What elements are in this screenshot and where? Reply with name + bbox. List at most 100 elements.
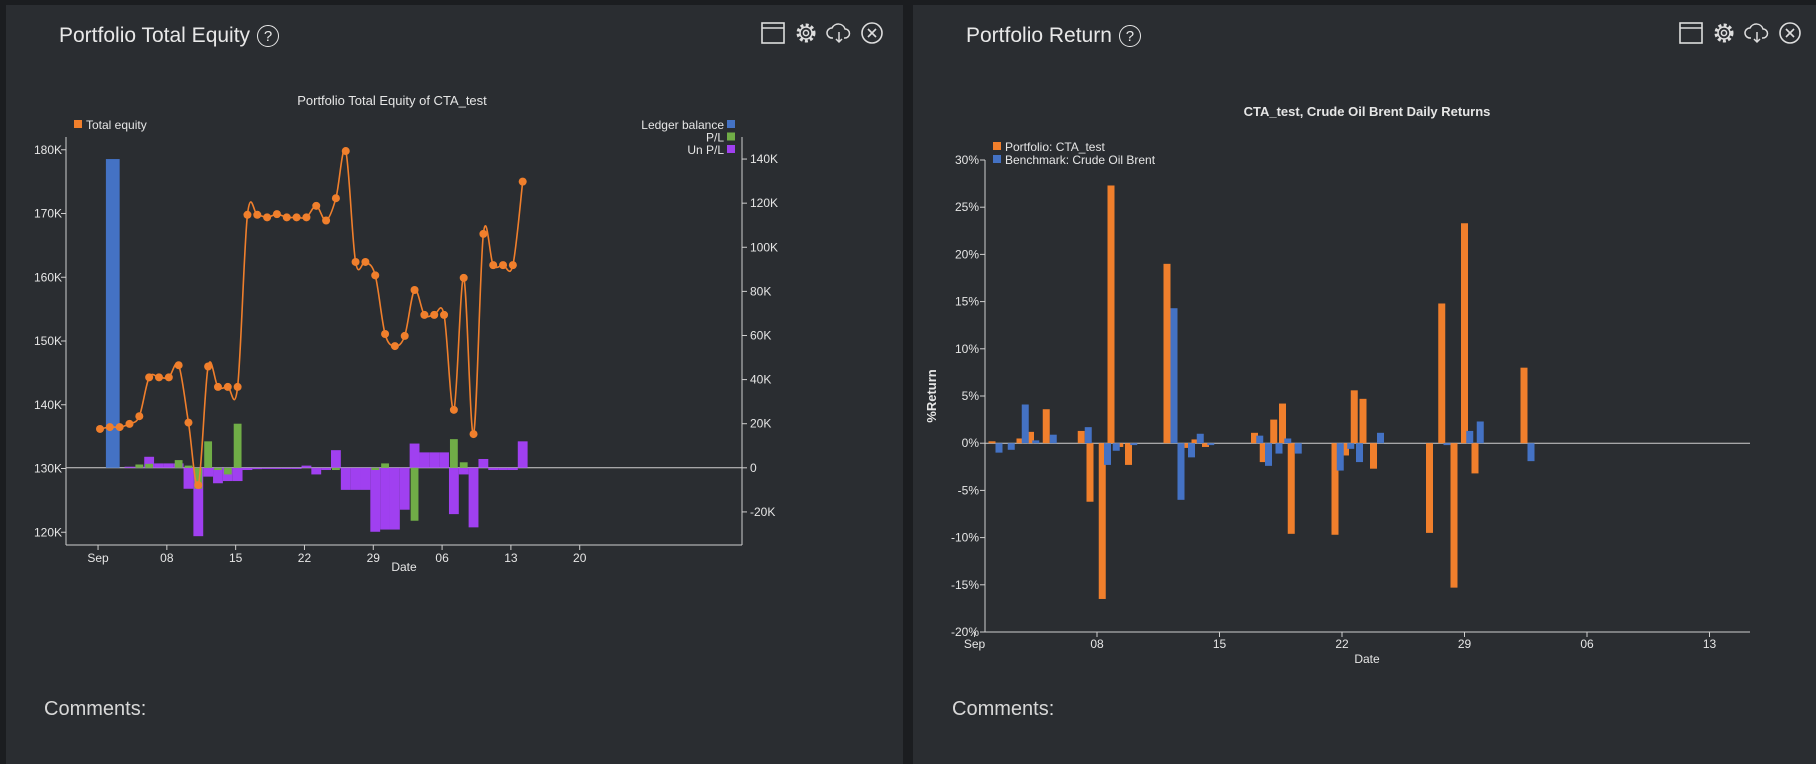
total-equity-point xyxy=(125,420,133,428)
un-pl-bar xyxy=(518,441,528,467)
un-pl-bar xyxy=(243,468,253,470)
total-equity-point xyxy=(430,311,438,319)
x-tick-label: 06 xyxy=(435,551,449,565)
comments-label: Comments: xyxy=(952,698,1054,721)
right-tick-label: 0 xyxy=(750,461,757,475)
portfolio-bar xyxy=(1472,443,1479,473)
total-equity-point xyxy=(371,271,379,279)
x-tick-label: 29 xyxy=(1458,637,1472,651)
benchmark-bar xyxy=(1113,443,1120,451)
portfolio-bar xyxy=(1351,390,1358,443)
benchmark-bar xyxy=(1197,434,1204,443)
benchmark-bar xyxy=(1207,443,1214,445)
pl-bar xyxy=(214,468,222,470)
un-pl-bar xyxy=(203,468,213,477)
total-equity-point xyxy=(401,332,409,340)
un-pl-bar xyxy=(478,459,488,468)
return-chart: CTA_test, Crude Oil Brent Daily Returns-… xyxy=(913,5,1816,685)
benchmark-bar xyxy=(1022,404,1029,443)
right-tick-label: 80K xyxy=(750,284,771,298)
un-pl-bar xyxy=(370,468,380,532)
left-tick-label: 160K xyxy=(34,270,62,284)
un-pl-bar xyxy=(125,467,135,468)
total-equity-point xyxy=(489,261,497,269)
benchmark-bar xyxy=(1188,443,1195,457)
portfolio-bar xyxy=(1461,223,1468,443)
portfolio-bar xyxy=(1164,264,1171,443)
total-equity-point xyxy=(293,213,301,221)
un-pl-bar xyxy=(439,452,449,467)
x-tick-label: 22 xyxy=(1335,637,1349,651)
total-equity-point xyxy=(312,202,320,210)
y-tick-label: -10% xyxy=(951,531,979,545)
total-equity-point xyxy=(283,213,291,221)
benchmark-bar xyxy=(1347,443,1354,449)
total-equity-point xyxy=(519,178,527,186)
equity-chart: Portfolio Total Equity of CTA_test120K13… xyxy=(6,5,909,685)
total-equity-point xyxy=(145,373,153,381)
x-tick-label: 20 xyxy=(573,551,587,565)
un-pl-bar xyxy=(262,468,272,469)
un-pl-bar xyxy=(419,452,429,467)
left-tick-label: 170K xyxy=(34,207,62,221)
total-equity-point xyxy=(165,373,173,381)
portfolio-bar xyxy=(1125,443,1132,465)
benchmark-bar xyxy=(1276,443,1283,453)
pl-bar xyxy=(371,468,379,470)
un-pl-bar xyxy=(311,468,321,475)
left-tick-label: 140K xyxy=(34,398,62,412)
pl-bar xyxy=(224,468,232,475)
un-pl-bar xyxy=(341,468,351,490)
pl-bar xyxy=(204,441,212,467)
x-tick-label: 13 xyxy=(504,551,518,565)
x-tick-label: 29 xyxy=(367,551,381,565)
benchmark-bar xyxy=(1528,443,1535,461)
pl-bar xyxy=(185,466,193,468)
benchmark-bar xyxy=(1377,433,1384,443)
un-pl-bar xyxy=(233,468,243,481)
ledger-balance-bar xyxy=(106,159,120,468)
portfolio-bar xyxy=(1360,399,1367,443)
legend-swatch xyxy=(727,145,735,153)
un-pl-bar xyxy=(213,468,223,483)
un-pl-bar xyxy=(498,468,508,470)
benchmark-bar xyxy=(1104,443,1111,465)
un-pl-bar xyxy=(360,468,370,490)
pl-bar xyxy=(135,465,143,468)
un-pl-bar xyxy=(321,468,331,470)
benchmark-bar xyxy=(1337,443,1344,470)
y-tick-label: 5% xyxy=(962,389,980,403)
total-equity-point xyxy=(342,147,350,155)
total-equity-point xyxy=(273,210,281,218)
y-tick-label: -15% xyxy=(951,578,979,592)
total-equity-point xyxy=(175,361,183,369)
chart-title: Portfolio Total Equity of CTA_test xyxy=(297,93,487,108)
un-pl-bar xyxy=(390,468,400,530)
legend-label-total-equity: Total equity xyxy=(86,118,147,132)
total-equity-point xyxy=(116,423,124,431)
total-equity-point xyxy=(411,286,419,294)
y-tick-label: 30% xyxy=(955,153,979,167)
total-equity-point xyxy=(322,217,330,225)
un-pl-bar xyxy=(380,468,390,530)
y-tick-label: 25% xyxy=(955,200,979,214)
total-equity-point xyxy=(135,412,143,420)
legend-swatch xyxy=(727,133,735,141)
x-tick-label: 22 xyxy=(298,551,312,565)
un-pl-bar xyxy=(488,468,498,470)
total-equity-line xyxy=(100,149,523,486)
un-pl-bar xyxy=(282,468,292,469)
total-equity-point xyxy=(420,311,428,319)
un-pl-bar xyxy=(184,468,194,489)
benchmark-bar xyxy=(1356,443,1363,462)
benchmark-bar xyxy=(1050,435,1057,443)
portfolio-bar xyxy=(1451,443,1458,587)
total-equity-point xyxy=(106,423,114,431)
benchmark-bar xyxy=(1171,308,1178,443)
benchmark-bar xyxy=(1085,427,1092,443)
right-tick-label: 40K xyxy=(750,373,771,387)
legend-label: Benchmark: Crude Oil Brent xyxy=(1005,153,1156,167)
portfolio-bar xyxy=(1043,409,1050,443)
total-equity-point xyxy=(96,425,104,433)
legend-label: Portfolio: CTA_test xyxy=(1005,140,1105,154)
